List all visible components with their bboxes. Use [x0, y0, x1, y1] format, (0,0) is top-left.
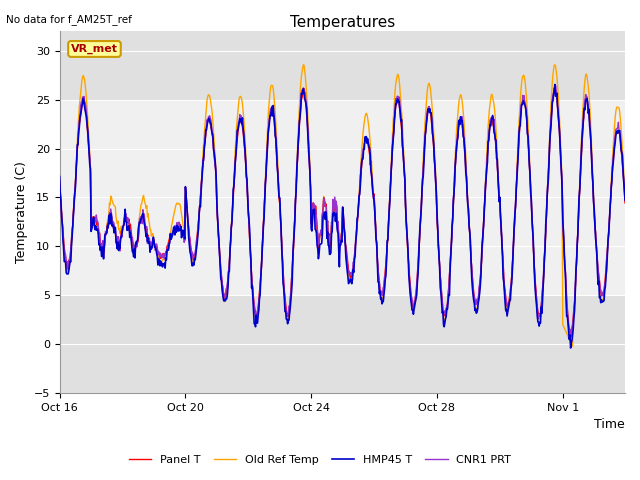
Y-axis label: Temperature (C): Temperature (C) [15, 161, 28, 263]
Text: VR_met: VR_met [71, 44, 118, 54]
Text: No data for f_AM25T_ref: No data for f_AM25T_ref [6, 14, 132, 25]
X-axis label: Time: Time [595, 419, 625, 432]
Bar [60, 100, 625, 295]
Legend: Panel T, Old Ref Temp, HMP45 T, CNR1 PRT: Panel T, Old Ref Temp, HMP45 T, CNR1 PRT [124, 451, 516, 469]
Title: Temperatures: Temperatures [290, 15, 395, 30]
